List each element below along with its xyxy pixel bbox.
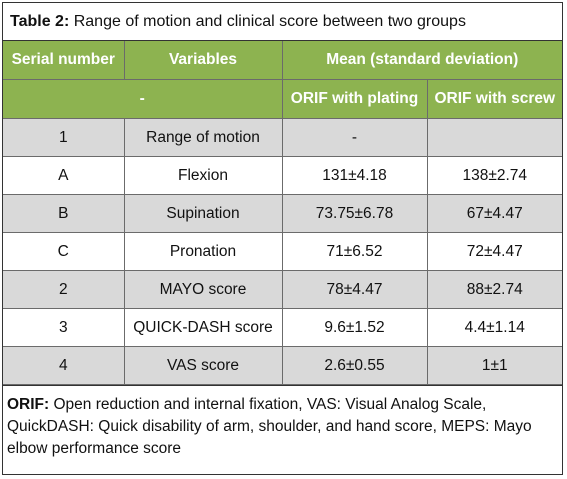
cell-serial: 1 <box>3 118 125 157</box>
table-container: Table 2: Range of motion and clinical sc… <box>2 2 563 475</box>
results-table: Serial number Variables Mean (standard d… <box>3 41 562 385</box>
header-row: Serial number Variables Mean (standard d… <box>3 41 562 80</box>
table-row: 1 Range of motion - <box>3 118 562 157</box>
cell-variable: Range of motion <box>123 118 283 157</box>
header-serial: Serial number <box>3 41 125 80</box>
cell-screw: 88±2.74 <box>426 270 562 309</box>
header-variables: Variables <box>123 41 283 80</box>
cell-plating: - <box>281 118 428 157</box>
header-mean: Mean (standard deviation) <box>281 41 562 80</box>
subheader-plating: ORIF with plating <box>281 79 428 119</box>
caption-label: Table 2: <box>10 13 70 30</box>
cell-variable: QUICK-DASH score <box>123 308 283 347</box>
cell-serial: A <box>3 156 125 195</box>
cell-screw <box>426 118 562 157</box>
cell-serial: 4 <box>3 346 125 385</box>
table-caption: Table 2: Range of motion and clinical sc… <box>3 3 562 41</box>
table-row: 4 VAS score 2.6±0.55 1±1 <box>3 346 562 385</box>
cell-screw: 67±4.47 <box>426 194 562 233</box>
table-footnote: ORIF: Open reduction and internal fixati… <box>3 385 562 460</box>
cell-screw: 4.4±1.14 <box>426 308 562 347</box>
cell-serial: 2 <box>3 270 125 309</box>
footnote-text: Open reduction and internal fixation, VA… <box>7 396 532 457</box>
cell-variable: VAS score <box>123 346 283 385</box>
cell-screw: 138±2.74 <box>426 156 562 195</box>
cell-variable: MAYO score <box>123 270 283 309</box>
subheader-screw: ORIF with screw <box>426 79 562 119</box>
cell-serial: B <box>3 194 125 233</box>
cell-plating: 131±4.18 <box>281 156 428 195</box>
cell-serial: C <box>3 232 125 271</box>
cell-screw: 72±4.47 <box>426 232 562 271</box>
cell-plating: 78±4.47 <box>281 270 428 309</box>
cell-variable: Supination <box>123 194 283 233</box>
cell-plating: 2.6±0.55 <box>281 346 428 385</box>
cell-plating: 71±6.52 <box>281 232 428 271</box>
caption-text: Range of motion and clinical score betwe… <box>69 13 466 30</box>
subheader-row: - ORIF with plating ORIF with screw <box>3 79 562 119</box>
cell-screw: 1±1 <box>426 346 562 385</box>
table-row: 2 MAYO score 78±4.47 88±2.74 <box>3 270 562 309</box>
table-row: C Pronation 71±6.52 72±4.47 <box>3 232 562 271</box>
table-row: 3 QUICK-DASH score 9.6±1.52 4.4±1.14 <box>3 308 562 347</box>
cell-variable: Pronation <box>123 232 283 271</box>
cell-variable: Flexion <box>123 156 283 195</box>
cell-plating: 73.75±6.78 <box>281 194 428 233</box>
subheader-blank: - <box>3 79 283 119</box>
table-row: B Supination 73.75±6.78 67±4.47 <box>3 194 562 233</box>
cell-plating: 9.6±1.52 <box>281 308 428 347</box>
table-row: A Flexion 131±4.18 138±2.74 <box>3 156 562 195</box>
cell-serial: 3 <box>3 308 125 347</box>
footnote-label: ORIF: <box>7 396 50 413</box>
